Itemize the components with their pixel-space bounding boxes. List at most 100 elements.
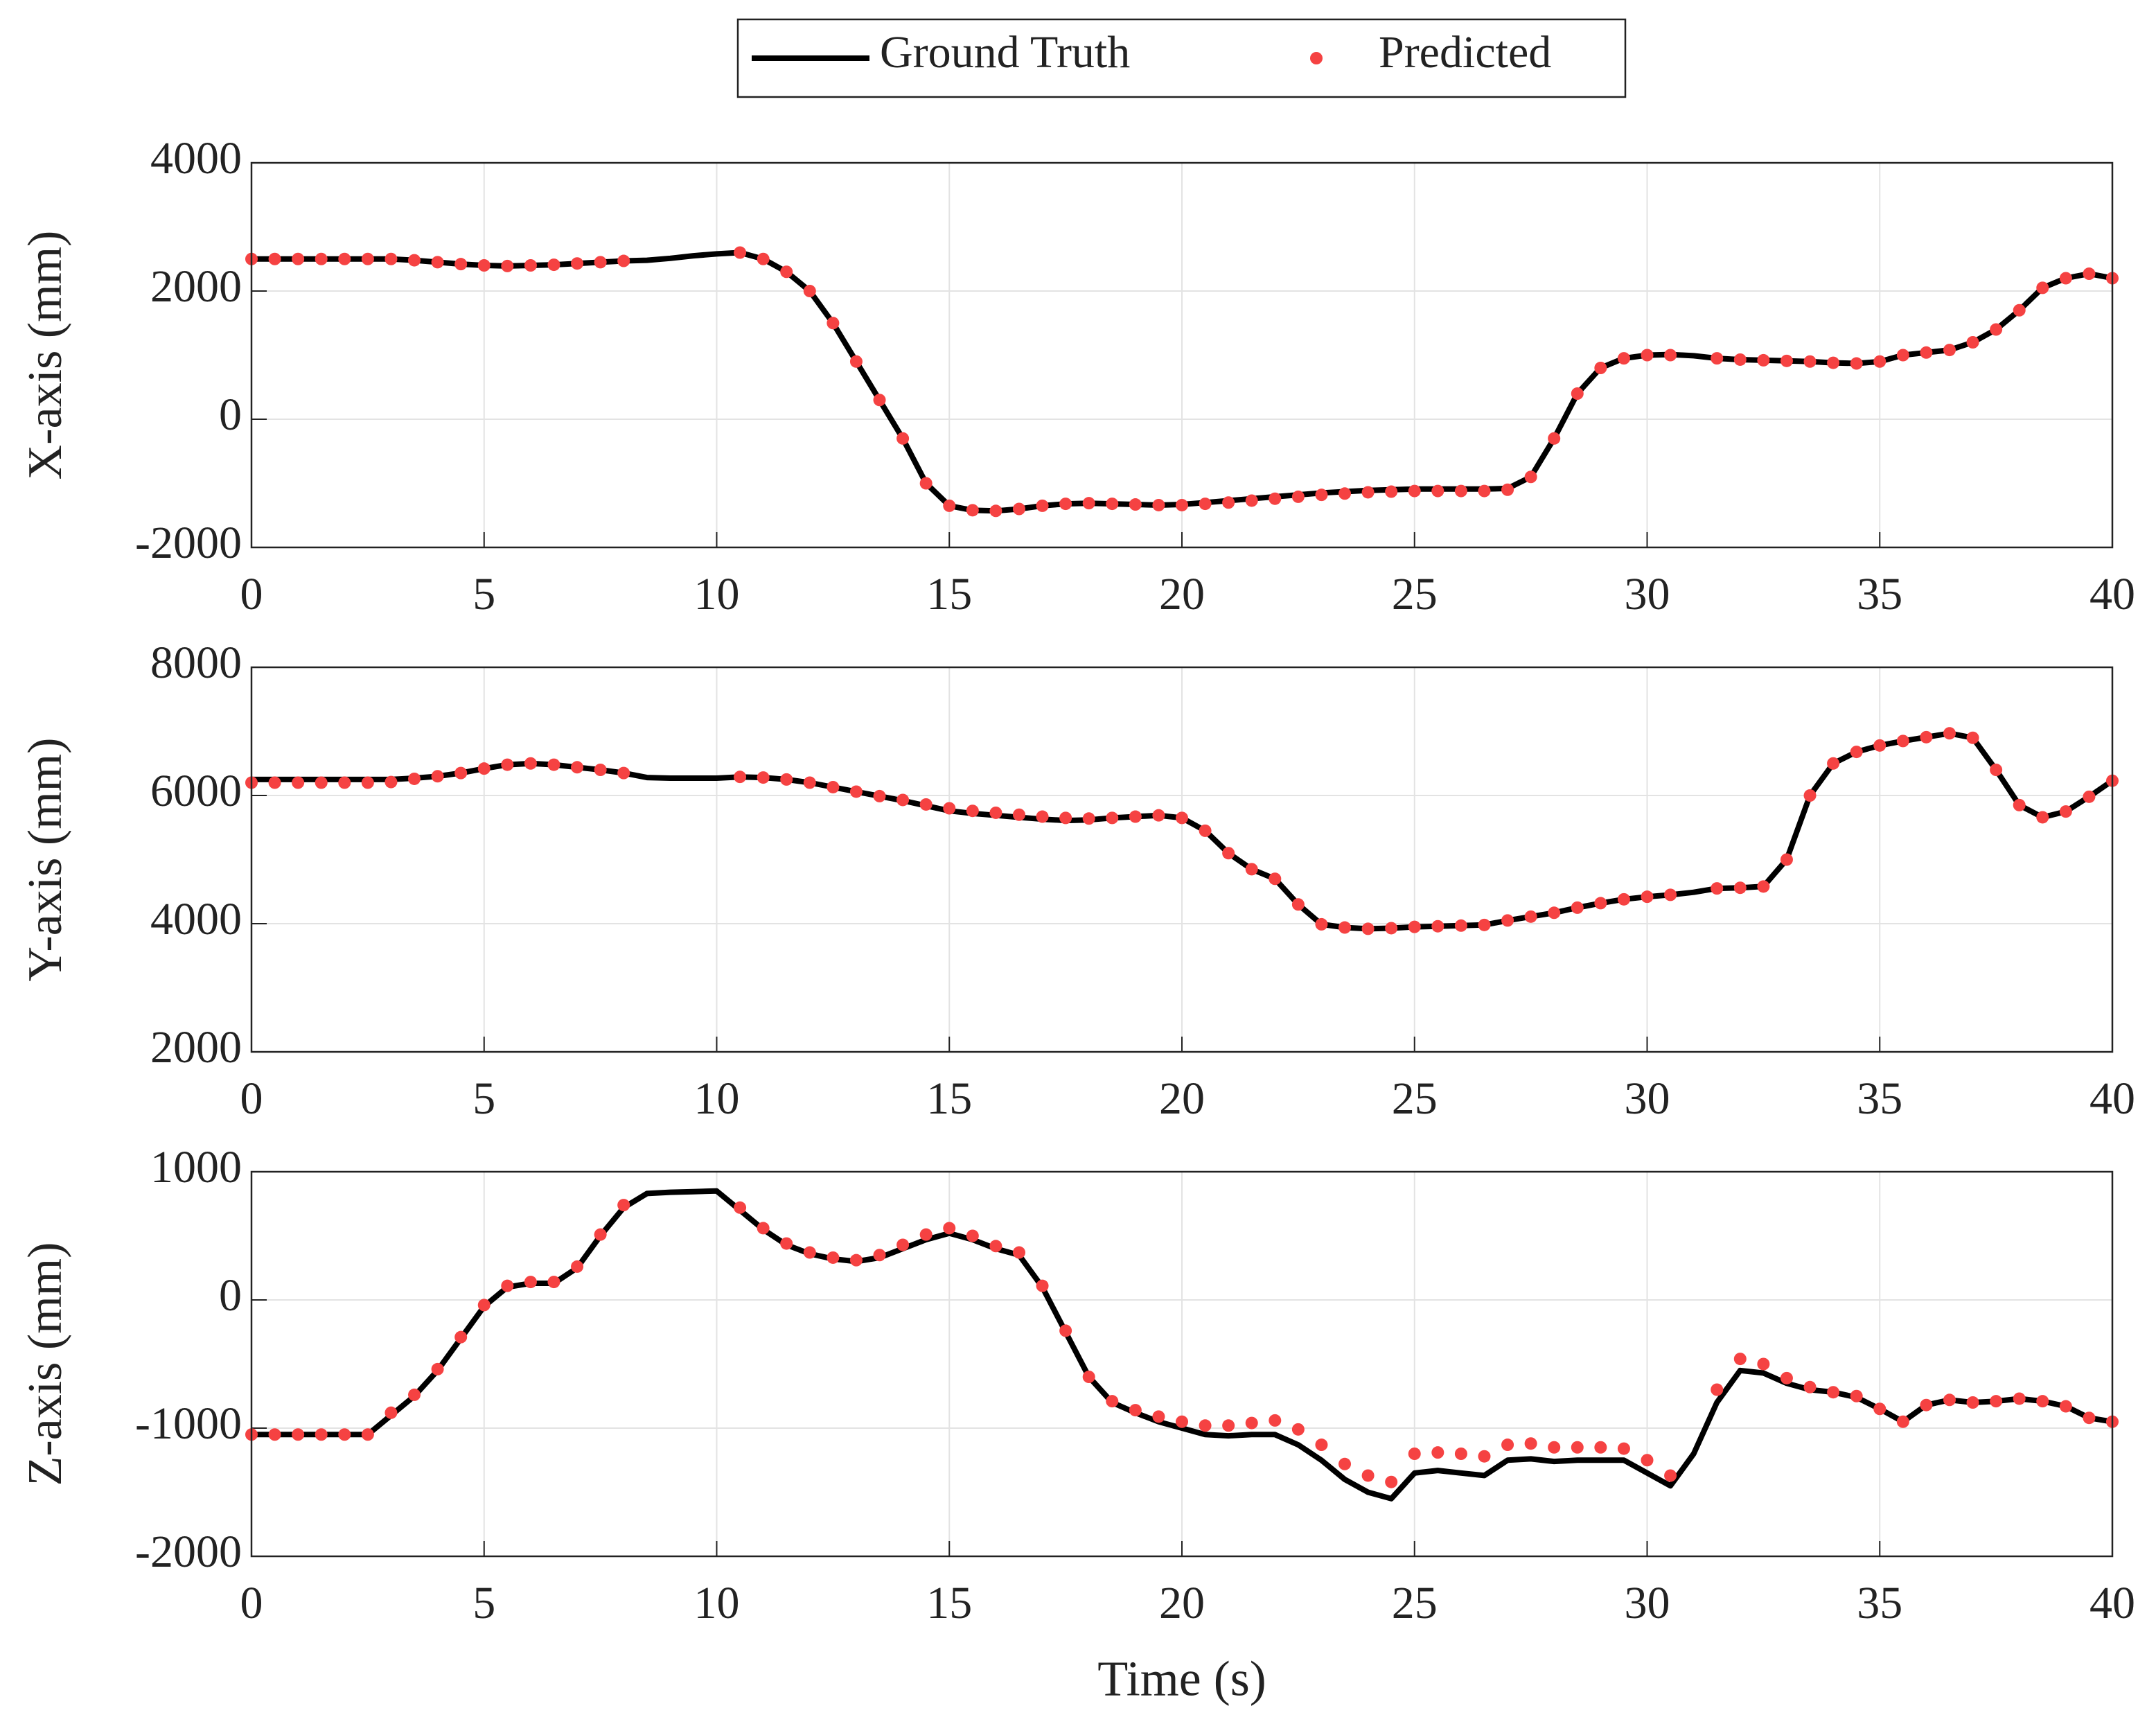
x-tick-label: 30 [1625, 1578, 1670, 1628]
predicted-point [943, 802, 956, 815]
predicted-point [1361, 486, 1375, 499]
predicted-point [1222, 1419, 1235, 1432]
predicted-point [1920, 1398, 1933, 1411]
y-tick-label: 2000 [150, 261, 242, 312]
predicted-point [1641, 890, 1654, 904]
predicted-point [1338, 921, 1352, 934]
predicted-point [571, 761, 584, 774]
predicted-point [1152, 498, 1165, 511]
predicted-point [989, 1240, 1002, 1253]
predicted-point [268, 252, 281, 265]
predicted-point [1943, 727, 1956, 740]
legend-label: Ground Truth [880, 27, 1130, 78]
predicted-point [2013, 798, 2026, 811]
predicted-point [501, 758, 514, 771]
predicted-point [1850, 1389, 1863, 1402]
predicted-point [2083, 790, 2096, 803]
predicted-point [1059, 811, 1072, 825]
predicted-point [1990, 323, 2003, 336]
predicted-point [524, 1276, 537, 1289]
x-tick-label: 10 [694, 569, 740, 619]
predicted-point [1641, 1454, 1654, 1467]
predicted-point [1012, 1246, 1025, 1259]
predicted-point [757, 1222, 770, 1235]
predicted-point [617, 254, 630, 267]
predicted-point [734, 771, 747, 784]
predicted-point [1524, 1437, 1537, 1450]
x-tick-label: 5 [472, 1073, 495, 1124]
predicted-point [1850, 357, 1863, 370]
predicted-point [1711, 1383, 1724, 1396]
predicted-point [1664, 888, 1677, 901]
predicted-point [315, 776, 328, 789]
predicted-point [1966, 336, 1979, 349]
predicted-point [919, 798, 933, 811]
predicted-point [1920, 346, 1933, 359]
predicted-point [1524, 910, 1537, 923]
x-tick-label: 40 [2089, 569, 2135, 619]
predicted-point [1873, 1402, 1886, 1416]
predicted-point [2083, 267, 2096, 281]
predicted-point [315, 1428, 328, 1441]
predicted-point [1501, 914, 1514, 927]
predicted-point [1827, 356, 1840, 369]
predicted-point [1571, 387, 1584, 400]
predicted-point [1501, 483, 1514, 496]
predicted-point [1361, 922, 1375, 935]
predicted-point [1548, 432, 1561, 445]
predicted-point [1594, 897, 1607, 910]
predicted-point [431, 770, 444, 783]
predicted-point [2013, 304, 2026, 317]
predicted-point [1338, 487, 1352, 500]
predicted-point [1291, 490, 1305, 503]
predicted-point [1012, 808, 1025, 821]
predicted-point [1920, 730, 1933, 744]
predicted-point [408, 772, 421, 785]
predicted-point [292, 776, 305, 789]
predicted-point [966, 804, 979, 818]
predicted-point [1036, 1279, 1049, 1292]
predicted-point [594, 256, 607, 269]
predicted-point [2083, 1411, 2096, 1425]
predicted-point [1036, 810, 1049, 823]
predicted-point [1594, 1441, 1607, 1454]
predicted-point [1176, 498, 1188, 511]
predicted-point [2013, 1392, 2026, 1405]
predicted-point [547, 758, 560, 771]
predicted-point [1711, 352, 1724, 365]
predicted-point [1199, 824, 1212, 837]
x-tick-label: 20 [1159, 569, 1205, 619]
predicted-point [1106, 498, 1119, 511]
predicted-point [1222, 847, 1235, 860]
x-tick-label: 0 [240, 1073, 263, 1124]
predicted-point [1408, 920, 1421, 933]
predicted-point [292, 252, 305, 265]
predicted-point [2036, 811, 2049, 824]
predicted-point [361, 776, 374, 789]
predicted-point [1315, 917, 1328, 931]
predicted-point [919, 477, 933, 490]
predicted-point [780, 1237, 793, 1250]
predicted-point [594, 1228, 607, 1241]
predicted-point [1478, 484, 1491, 498]
x-tick-label: 40 [2089, 1073, 2135, 1124]
predicted-point [1036, 499, 1049, 512]
y-tick-label: 6000 [150, 766, 242, 816]
axes-box [250, 161, 2114, 549]
predicted-point [1896, 1415, 1909, 1428]
predicted-point [477, 1299, 491, 1312]
predicted-point [1524, 470, 1537, 484]
predicted-point [1757, 353, 1770, 367]
predicted-point [1733, 881, 1747, 895]
predicted-point [1176, 811, 1188, 825]
predicted-point [1896, 735, 1909, 748]
legend-label: Predicted [1379, 27, 1551, 78]
predicted-point [1129, 498, 1142, 511]
predicted-point [919, 1228, 933, 1241]
predicted-point [408, 254, 421, 267]
predicted-point [268, 776, 281, 789]
x-tick-label: 10 [694, 1578, 740, 1628]
predicted-point [943, 499, 956, 512]
predicted-point [1780, 354, 1793, 367]
predicted-point [454, 766, 468, 780]
